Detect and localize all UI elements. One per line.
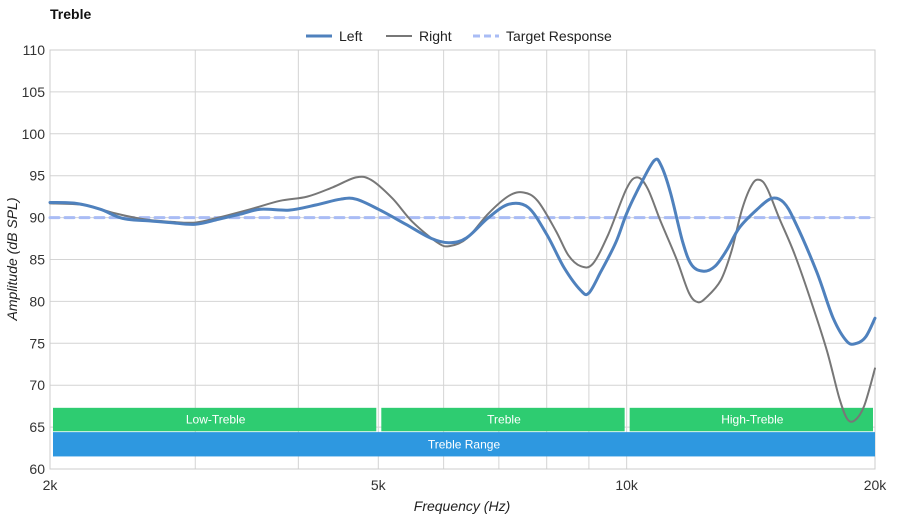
plot-frame [49,49,876,470]
y-tick-label: 105 [22,84,46,100]
band-label: Treble Range [428,437,501,451]
x-tick-label: 5k [371,477,387,493]
x-axis-label: Frequency (Hz) [414,498,510,514]
y-tick-label: 100 [22,126,46,142]
legend-item-right: Right [386,28,452,44]
legend-item-left: Left [306,28,362,44]
y-axis-label: Amplitude (dB SPL) [4,198,20,322]
band-rect [381,407,625,432]
chart-title: Treble [50,6,92,22]
band-high-treble: High-Treble [629,407,873,432]
band-label: High-Treble [721,413,784,427]
band-rect [53,432,875,457]
series-line-left [48,157,877,346]
y-tick-label: 60 [29,461,45,477]
x-tick-label: 2k [43,477,59,493]
axes: 60 65 70 75 80 85 90 95 100 105 110 2k 5k 10k 20k [22,42,888,493]
legend-label: Left [339,28,362,44]
y-tick-label: 90 [29,210,45,226]
y-tick-label: 110 [23,42,46,58]
y-tick-label: 75 [29,335,45,351]
y-tick-label: 65 [29,419,45,435]
legend-item-target-response: Target Response [473,28,612,44]
band-treble-range: Treble Range [53,432,875,457]
x-tick-label: 10k [615,477,639,493]
legend-label: Right [419,28,452,44]
x-tick-label: 20k [864,477,888,493]
y-tick-label: 85 [29,252,45,268]
band-treble: Treble [381,407,625,432]
band-label: Low-Treble [186,413,246,427]
band-rect [629,407,873,432]
band-low-treble: Low-Treble [53,407,377,432]
data-series [48,157,877,423]
band-label: Treble [487,413,521,427]
frequency-bands: Low-Treble Treble High-Treble Treble Range [53,407,875,457]
y-tick-label: 70 [29,377,45,393]
legend: Left Right Target Response [306,28,612,44]
band-rect [53,407,377,432]
grid-lines [49,49,876,470]
y-tick-label: 95 [29,168,45,184]
series-line-right [49,175,876,423]
y-tick-label: 80 [29,293,45,309]
legend-label: Target Response [506,28,612,44]
